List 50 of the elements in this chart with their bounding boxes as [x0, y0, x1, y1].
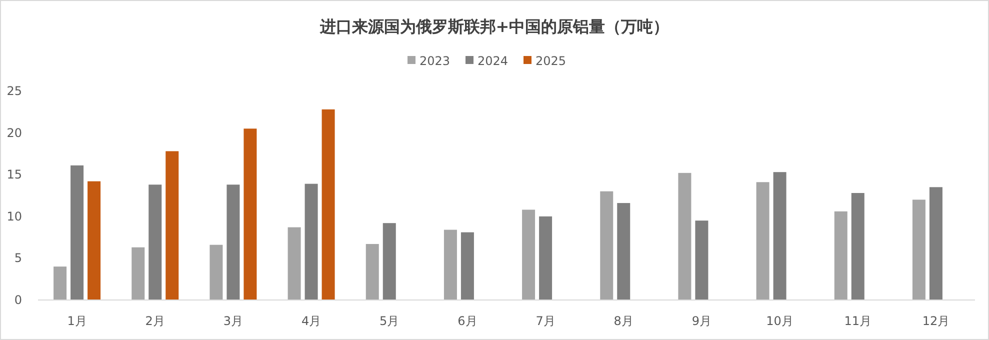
- y-tick-label: 15: [6, 168, 22, 182]
- bar: [912, 200, 926, 300]
- x-tick-label: 5月: [380, 314, 400, 328]
- bar: [210, 244, 223, 300]
- y-tick-label: 25: [6, 84, 22, 98]
- bar: [132, 247, 145, 300]
- bar: [382, 223, 396, 300]
- bar: [756, 182, 770, 300]
- bar: [617, 203, 630, 300]
- bar: [929, 187, 942, 300]
- bar: [304, 184, 318, 300]
- x-tick-label: 8月: [614, 314, 634, 328]
- x-tick-label: 11月: [844, 314, 872, 328]
- bar: [54, 266, 67, 300]
- bar: [244, 128, 257, 300]
- y-tick-label: 5: [14, 251, 22, 266]
- bar: [288, 227, 301, 300]
- bar: [539, 216, 552, 300]
- bar: [444, 230, 457, 300]
- chart-title: 进口来源国为俄罗斯联邦+中国的原铝量（万吨）: [318, 17, 670, 36]
- x-tick-label: 9月: [692, 314, 712, 328]
- x-tick-label: 3月: [223, 314, 244, 328]
- legend-label: 2025: [536, 54, 566, 68]
- bar: [678, 172, 692, 300]
- bar: [522, 210, 536, 300]
- bar: [166, 151, 179, 300]
- x-tick-label: 6月: [458, 314, 478, 328]
- y-tick-label: 0: [14, 293, 22, 307]
- bar: [226, 184, 240, 300]
- bar: [148, 184, 162, 300]
- bar: [70, 165, 84, 300]
- x-tick-label: 7月: [536, 314, 556, 328]
- x-tick-label: 10月: [766, 314, 794, 328]
- x-tick-label: 4月: [301, 314, 322, 328]
- bar: [460, 232, 474, 300]
- bar: [851, 192, 864, 300]
- legend-label: 2023: [420, 54, 450, 68]
- x-tick-label: 12月: [922, 314, 950, 328]
- bar: [834, 211, 848, 300]
- bar: [773, 172, 786, 300]
- bar: [88, 181, 101, 300]
- x-tick-label: 2月: [145, 314, 165, 328]
- bar: [695, 220, 708, 300]
- legend-label: 2024: [478, 54, 508, 68]
- bar: [600, 191, 614, 300]
- y-tick-label: 10: [6, 209, 22, 224]
- y-tick-label: 20: [6, 126, 22, 140]
- bar: [322, 109, 335, 300]
- x-tick-label: 1月: [67, 314, 87, 328]
- bar: [366, 244, 379, 300]
